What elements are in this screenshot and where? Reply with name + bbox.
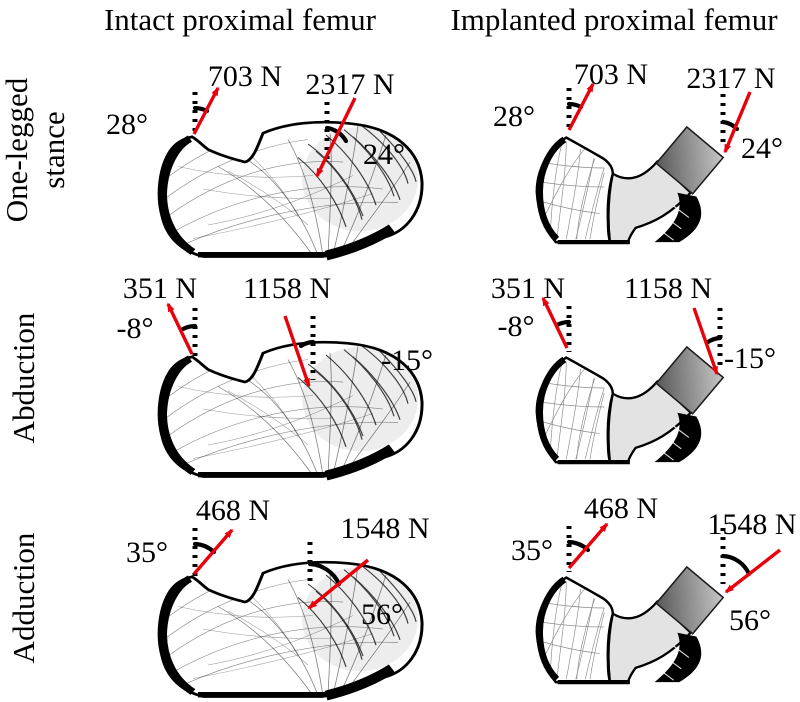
joint-angle-label: -15° xyxy=(724,342,776,375)
abductor-angle-label: -8° xyxy=(117,312,154,345)
abductor-angle-label: -8° xyxy=(498,310,535,343)
joint-angle-arc xyxy=(298,339,316,349)
abductor-angle-label: 35° xyxy=(511,534,553,567)
panel-adduction-implanted: 468 N 35° 1548 N 56° xyxy=(511,492,797,682)
joint-angle-label: -15° xyxy=(381,344,433,377)
column-header-intact: Intact proximal femur xyxy=(104,2,377,37)
joint-force-arrow xyxy=(723,91,752,154)
abductor-force-label: 351 N xyxy=(491,272,565,305)
abductor-force-label: 468 N xyxy=(196,494,270,527)
joint-force-label: 2317 N xyxy=(686,62,775,95)
abductor-angle-arc xyxy=(566,539,591,553)
joint-force-arrow xyxy=(283,315,311,388)
joint-angle-label: 24° xyxy=(363,138,405,171)
joint-angle-arc xyxy=(720,119,740,132)
abductor-force-arrow xyxy=(166,302,194,355)
panel-one-legged-implanted: 703 N 28° 2317 N 24° xyxy=(493,58,783,242)
abductor-force-label: 351 N xyxy=(123,272,197,305)
joint-angle-label: 24° xyxy=(741,132,783,165)
abductor-angle-arc xyxy=(180,323,198,332)
joint-angle-arc xyxy=(720,553,752,577)
implanted-femur-illustration xyxy=(537,347,723,462)
row-label-abduction: Abduction xyxy=(6,312,41,443)
joint-force-arrow xyxy=(724,548,782,594)
abductor-force-arrow xyxy=(541,296,569,349)
abductor-angle-label: 35° xyxy=(126,536,168,569)
joint-force-label: 1158 N xyxy=(243,272,331,305)
joint-angle-label: 56° xyxy=(729,604,771,637)
joint-angle-arc xyxy=(307,561,342,587)
abductor-force-arrow xyxy=(192,86,220,135)
abductor-angle-label: 28° xyxy=(106,108,148,141)
abductor-angle-label: 28° xyxy=(493,100,535,133)
panel-abduction-intact: 351 N -8° 1158 N -15° xyxy=(117,272,433,477)
implanted-femur-illustration xyxy=(537,567,723,682)
joint-force-label: 1548 N xyxy=(707,508,796,541)
panel-one-legged-intact: 703 N 28° 2317 N 24° xyxy=(106,60,422,257)
column-header-implanted: Implanted proximal femur xyxy=(450,2,778,37)
abductor-force-arrow xyxy=(567,522,609,570)
abductor-force-label: 703 N xyxy=(208,60,282,93)
row-label-one-legged-line1: One-legged xyxy=(0,77,34,222)
joint-force-arrow xyxy=(315,97,357,178)
abductor-force-label: 703 N xyxy=(574,58,648,91)
abductor-angle-arc xyxy=(192,541,217,555)
joint-angle-arc xyxy=(705,335,723,345)
implanted-femur-illustration xyxy=(537,127,723,242)
joint-force-arrow xyxy=(307,558,370,610)
row-label-adduction: Adduction xyxy=(6,532,41,663)
joint-angle-label: 56° xyxy=(361,598,403,631)
joint-force-label: 2317 N xyxy=(305,68,394,101)
panel-abduction-implanted: 351 N -8° 1158 N -15° xyxy=(491,272,776,462)
abductor-force-arrow xyxy=(567,82,595,131)
abductor-force-arrow xyxy=(192,528,234,576)
joint-force-arrow xyxy=(692,307,719,376)
joint-force-label: 1548 N xyxy=(340,512,429,545)
panel-adduction-intact: 468 N 35° 1548 N 56° xyxy=(126,494,430,697)
abductor-force-label: 468 N xyxy=(584,492,658,525)
joint-force-label: 1158 N xyxy=(624,272,712,305)
row-label-one-legged-line2: stance xyxy=(36,111,71,188)
